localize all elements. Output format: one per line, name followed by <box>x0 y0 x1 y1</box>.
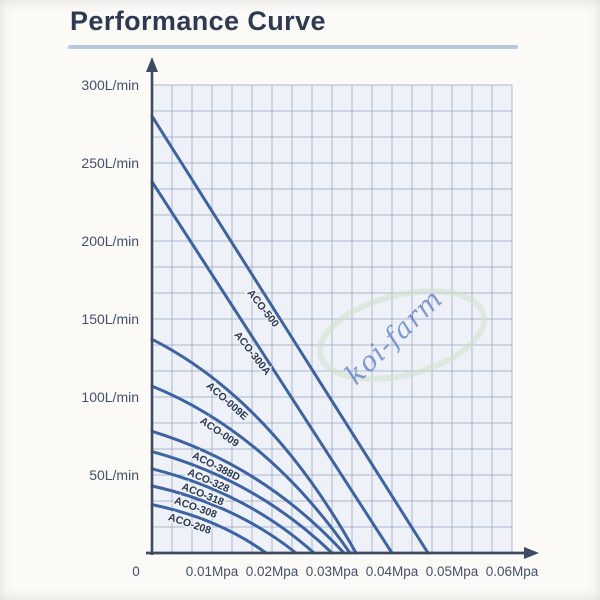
x-tick-label: 0.02Mpa <box>246 564 299 579</box>
curve-ACO-308 <box>150 484 298 555</box>
y-tick-label: 250L/min <box>81 155 139 171</box>
x-tick-label: 0.04Mpa <box>366 564 419 579</box>
x-tick-label: 0.06Mpa <box>486 564 539 579</box>
x-axis-arrow-icon <box>524 547 539 559</box>
curve-ACO-318 <box>150 467 316 555</box>
curve-ACO-208 <box>150 503 268 555</box>
title-underline <box>68 45 518 49</box>
curve-ACO-009 <box>150 384 352 555</box>
page-title: Performance Curve <box>70 6 326 36</box>
curve-ACO-300A <box>150 180 394 555</box>
chart-grid <box>151 84 513 554</box>
axis-tick-labels: 50L/min 100L/min 150L/min 200L/min 250L/min 3… <box>81 77 538 579</box>
y-tick-label: 50L/min <box>89 467 139 483</box>
curve-ACO-009E <box>150 337 358 555</box>
x-tick-label: 0 <box>132 564 140 579</box>
watermark-swoosh-icon <box>316 288 488 382</box>
y-tick-label: 300L/min <box>81 77 139 93</box>
curve-ACO-328 <box>150 450 334 555</box>
x-tick-label: 0.03Mpa <box>306 564 359 579</box>
curve-ACO-388D <box>150 429 346 555</box>
curve-ACO-500 <box>150 114 430 555</box>
x-tick-label: 0.05Mpa <box>426 564 479 579</box>
axes <box>146 57 539 559</box>
y-axis-arrow-icon <box>146 57 158 72</box>
x-tick-label: 0.01Mpa <box>186 564 239 579</box>
y-tick-label: 100L/min <box>81 389 139 405</box>
y-tick-label: 200L/min <box>81 233 139 249</box>
y-tick-label: 150L/min <box>81 311 139 327</box>
pump-curves <box>150 114 430 555</box>
